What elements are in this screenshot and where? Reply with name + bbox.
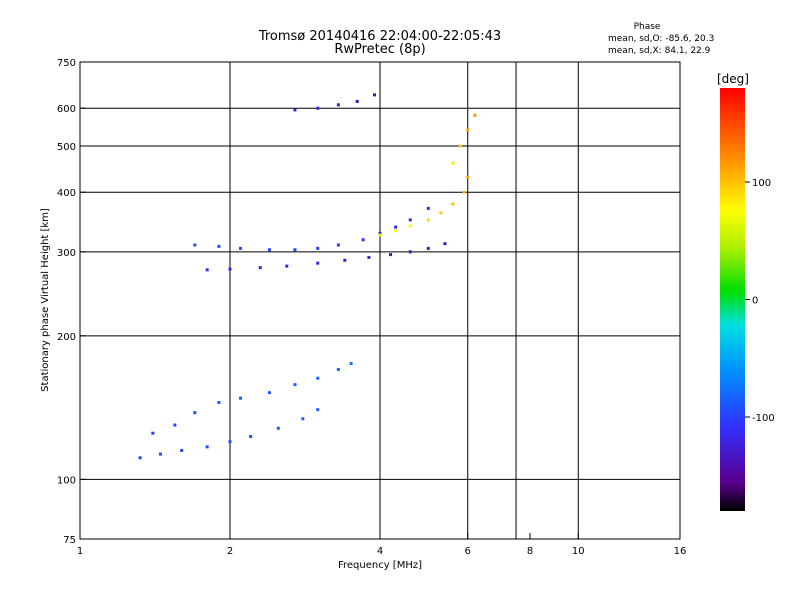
- data-point: [249, 435, 253, 439]
- y-tick-label: 100: [57, 475, 76, 486]
- data-point: [205, 268, 209, 272]
- data-point: [336, 367, 340, 371]
- colorbar-tick-label: 0: [752, 296, 758, 307]
- data-point: [205, 445, 209, 449]
- data-point: [316, 246, 320, 250]
- data-point: [408, 250, 412, 254]
- data-point: [389, 253, 393, 257]
- data-point: [408, 224, 412, 228]
- plot-area: 1 2 4 6 8 10 16 75 100 200 300 400 500 600 750: [57, 58, 686, 557]
- data-point: [349, 361, 353, 365]
- y-tick-label: 500: [57, 142, 76, 153]
- data-point: [378, 231, 382, 235]
- data-point: [451, 202, 455, 206]
- data-point: [336, 103, 340, 107]
- y-tick-label: 400: [57, 188, 76, 199]
- stats-line-o: mean, sd,O: -85.6, 20.3: [608, 34, 714, 44]
- y-tick-label: 750: [57, 58, 76, 69]
- x-tick-label: 2: [227, 546, 233, 557]
- data-point: [239, 396, 243, 400]
- data-points: [138, 93, 477, 460]
- y-axis-label: Stationary phase Virtual Height [km]: [40, 208, 51, 392]
- x-tick-label: 6: [465, 546, 471, 557]
- y-tick-label: 200: [57, 332, 76, 343]
- data-point: [462, 190, 466, 194]
- chart-subtitle: RwPretec (8p): [334, 42, 425, 57]
- y-tick-label: 75: [63, 535, 76, 546]
- data-point: [316, 408, 320, 412]
- data-point: [343, 258, 347, 262]
- data-point: [426, 246, 430, 250]
- colorbar-ticks: 100 0 -100: [745, 178, 775, 424]
- data-point: [458, 144, 462, 148]
- colorbar-tick-label: -100: [752, 413, 775, 424]
- data-point: [217, 244, 221, 248]
- data-point: [217, 400, 221, 404]
- data-point: [316, 376, 320, 380]
- data-point: [426, 206, 430, 210]
- data-point: [443, 242, 447, 246]
- x-tick-label: 8: [527, 546, 533, 557]
- data-point: [293, 383, 297, 387]
- data-point: [193, 411, 197, 415]
- data-point: [473, 113, 477, 117]
- x-tick-label: 4: [377, 546, 383, 557]
- data-point: [239, 246, 243, 250]
- data-point: [193, 243, 197, 247]
- gridlines: [80, 62, 680, 539]
- data-point: [258, 266, 262, 270]
- data-point: [316, 261, 320, 265]
- stats-line-x: mean, sd,X: 84.1, 22.9: [608, 46, 711, 56]
- colorbar-tick-label: 100: [752, 178, 771, 189]
- x-tick-label: 10: [572, 546, 585, 557]
- data-point: [151, 431, 155, 435]
- data-point: [301, 417, 305, 421]
- data-point: [361, 238, 365, 242]
- colorbar-label: [deg]: [717, 72, 749, 86]
- data-point: [378, 233, 382, 237]
- data-point: [394, 229, 398, 233]
- data-point: [180, 448, 184, 452]
- data-point: [293, 248, 297, 252]
- data-point: [355, 99, 359, 103]
- colorbar: [deg] 100 0 -100: [717, 72, 775, 511]
- data-point: [228, 440, 232, 444]
- x-axis-label: Frequency [MHz]: [338, 560, 422, 571]
- data-point: [316, 106, 320, 110]
- chart-title: Tromsø 20140416 22:04:00-22:05:43: [258, 29, 501, 44]
- data-point: [394, 225, 398, 229]
- data-point: [293, 108, 297, 112]
- data-point: [138, 456, 142, 460]
- data-point: [466, 175, 470, 179]
- x-tick-label: 16: [674, 546, 687, 557]
- data-point: [285, 264, 289, 268]
- data-point: [439, 211, 443, 215]
- data-point: [158, 452, 162, 456]
- data-point: [267, 248, 271, 252]
- data-point: [267, 391, 271, 395]
- data-point: [466, 128, 470, 132]
- data-point: [408, 218, 412, 222]
- data-point: [367, 255, 371, 259]
- colorbar-gradient: [720, 88, 745, 511]
- data-point: [336, 243, 340, 247]
- stats-title: Phase: [634, 22, 661, 32]
- data-point: [451, 161, 455, 165]
- data-point: [426, 218, 430, 222]
- x-tick-label: 1: [77, 546, 83, 557]
- y-tick-label: 600: [57, 104, 76, 115]
- data-point: [276, 426, 280, 430]
- data-point: [228, 267, 232, 271]
- x-axis-ticks: 1 2 4 6 8 10 16: [77, 533, 687, 557]
- data-point: [173, 423, 177, 427]
- y-axis-ticks: 75 100 200 300 400 500 600 750: [57, 58, 86, 546]
- data-point: [373, 93, 377, 97]
- y-tick-label: 300: [57, 248, 76, 259]
